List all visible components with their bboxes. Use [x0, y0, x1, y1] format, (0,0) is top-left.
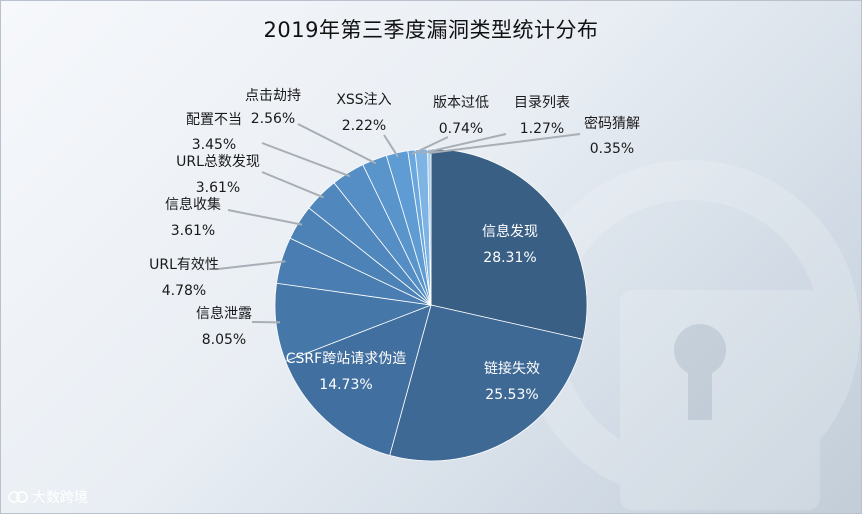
pie-slice: [430, 148, 588, 340]
slice-category-label: 信息泄露: [196, 305, 252, 322]
chart-title: 2019年第三季度漏洞类型统计分布: [263, 18, 599, 42]
pie-slice: [427, 148, 432, 306]
leader-line: [297, 123, 377, 165]
slice-value-label: 3.61%: [171, 223, 215, 239]
slice-value-label: 25.53%: [485, 387, 538, 403]
slice-value-label: 4.78%: [162, 283, 206, 299]
slice-value-label: 3.61%: [196, 180, 240, 196]
slice-category-label: URL有效性: [149, 257, 219, 273]
slice-category-label: 信息发现: [482, 223, 538, 240]
pie-slice: [389, 304, 584, 462]
pie-slice: [285, 304, 432, 456]
slice-category-label: 链接失效: [484, 360, 540, 377]
slice-value-label: 14.73%: [319, 377, 372, 393]
slice-value-label: 8.05%: [202, 332, 246, 348]
brand-name: 大数跨境: [32, 490, 88, 506]
slice-value-label: 2.56%: [251, 111, 295, 127]
slice-category-label: URL总数发现: [176, 154, 260, 170]
slice-category-label: 版本过低: [433, 95, 489, 111]
leader-line: [411, 136, 449, 156]
slice-category-label: CSRF跨站请求伪造: [286, 351, 406, 367]
slice-value-label: 1.27%: [520, 121, 564, 137]
leader-line: [429, 133, 581, 155]
leader-line: [421, 133, 507, 155]
leader-line: [227, 209, 303, 226]
leader-line: [383, 134, 399, 158]
slice-value-label: 0.74%: [439, 121, 483, 137]
slice-category-label: 信息收集: [165, 196, 221, 213]
leader-line: [261, 171, 324, 199]
brand-logo-icon: [8, 491, 28, 503]
brand-watermark: 大数跨境: [8, 486, 88, 508]
slice-category-label: XSS注入: [336, 92, 391, 108]
slice-category-label: 目录列表: [514, 95, 570, 111]
leader-line: [217, 260, 286, 270]
slice-value-label: 0.35%: [590, 141, 634, 157]
background-lock-watermark: [520, 160, 860, 510]
slice-value-label: 28.31%: [483, 250, 536, 266]
slice-category-label: 密码猜解: [584, 115, 640, 132]
slice-value-label: 2.22%: [342, 118, 386, 134]
leader-line: [261, 142, 351, 178]
slice-category-label: 配置不当: [186, 112, 242, 128]
slice-category-label: 点击劫持: [245, 88, 301, 104]
slice-value-label: 3.45%: [192, 137, 236, 153]
